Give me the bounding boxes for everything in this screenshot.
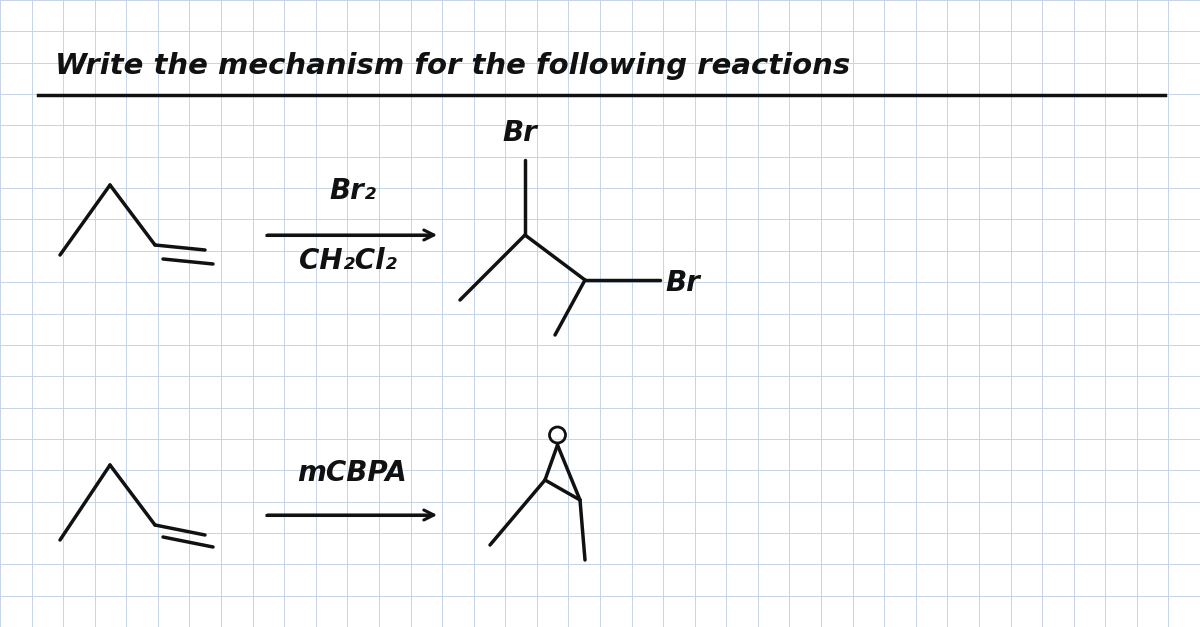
- Text: Br₂: Br₂: [329, 177, 376, 205]
- Text: Br: Br: [665, 269, 700, 297]
- Text: CH₂Cl₂: CH₂Cl₂: [299, 247, 396, 275]
- Text: Write the mechanism for the following reactions: Write the mechanism for the following re…: [55, 52, 851, 80]
- Text: Br: Br: [503, 119, 538, 147]
- Text: mCBPA: mCBPA: [298, 459, 407, 487]
